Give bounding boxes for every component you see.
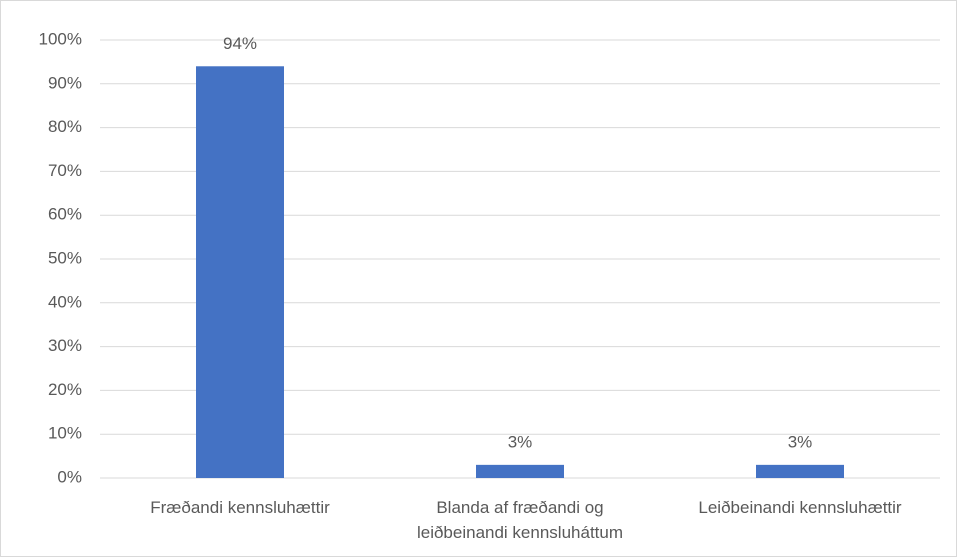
value-label: 3% <box>788 432 813 451</box>
y-tick-label: 50% <box>48 248 82 267</box>
bar <box>476 464 564 478</box>
y-tick-label: 90% <box>48 73 82 92</box>
bar <box>756 464 844 478</box>
y-tick-label: 80% <box>48 117 82 136</box>
x-tick-label: Leiðbeinandi kennsluhættir <box>698 498 902 517</box>
value-label: 94% <box>223 34 257 53</box>
y-tick-label: 70% <box>48 161 82 180</box>
bar <box>196 66 284 478</box>
y-tick-label: 100% <box>39 29 82 48</box>
value-label: 3% <box>508 432 533 451</box>
y-tick-label: 0% <box>57 467 82 486</box>
y-tick-label: 20% <box>48 380 82 399</box>
x-tick-label: Fræðandi kennsluhættir <box>150 498 330 517</box>
y-tick-label: 40% <box>48 292 82 311</box>
y-tick-label: 10% <box>48 424 82 443</box>
y-tick-label: 30% <box>48 336 82 355</box>
y-tick-label: 60% <box>48 205 82 224</box>
x-tick-label: Blanda af fræðandi og leiðbeinandi kenns… <box>416 498 624 542</box>
